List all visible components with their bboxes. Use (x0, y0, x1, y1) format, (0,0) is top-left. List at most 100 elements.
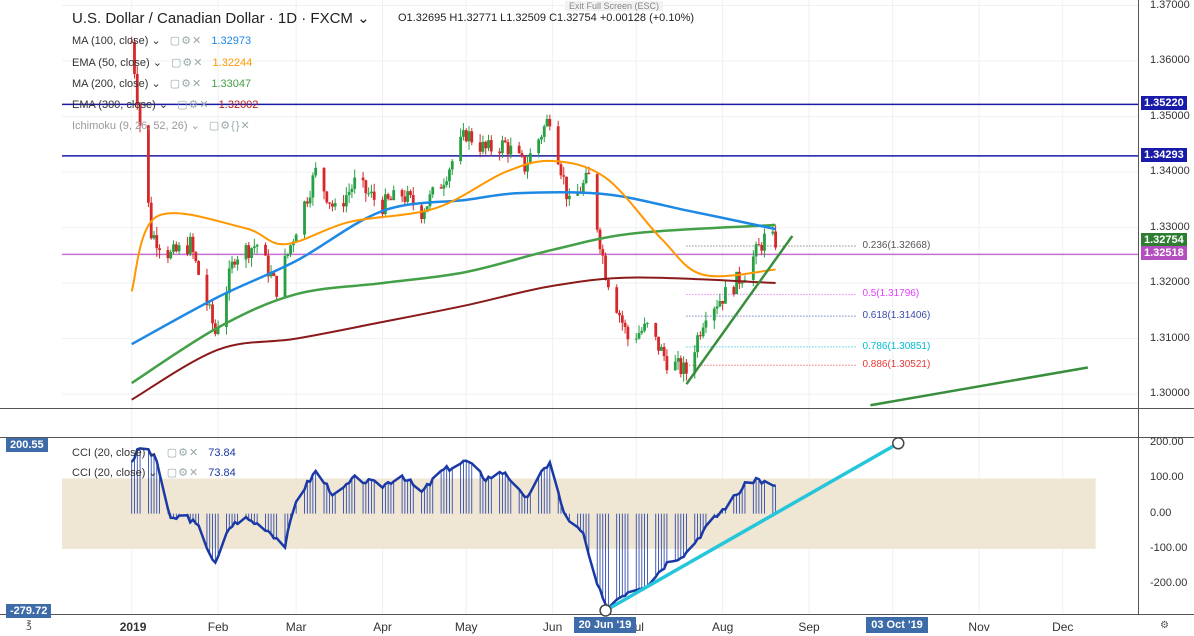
candle-body (581, 183, 585, 194)
candle-body (626, 326, 630, 340)
indicator-label: MA (200, close) (72, 78, 149, 90)
cci-trendline-handle-start[interactable] (599, 604, 612, 617)
candle-body (601, 249, 605, 256)
price-badge: 1.32754 (1141, 233, 1187, 248)
time-axis-label: Sep (798, 620, 820, 634)
chevron-down-icon[interactable]: ⌄ (148, 467, 158, 479)
indicator-label: Ichimoku (9, 26, 52, 26) (72, 120, 188, 132)
indicator-value: 73.84 (208, 467, 236, 479)
candle-body (576, 192, 580, 196)
indicator-value: 1.32973 (211, 35, 252, 47)
candle-body (330, 203, 334, 207)
indicator-action-icons[interactable]: ▢⚙✕ (169, 78, 203, 90)
candle-body (637, 333, 641, 339)
candle-body (693, 352, 697, 374)
time-axis-badge: 20 Jun '19 (573, 617, 637, 633)
cci-histogram (131, 448, 777, 608)
indicator-label: MA (100, close) (72, 35, 149, 47)
candle-body (147, 125, 150, 203)
candle-body (701, 327, 705, 337)
indicator-ema50[interactable]: EMA (50, close) ⌄ ▢⚙✕ 1.32244 (72, 56, 252, 69)
candle-body (654, 323, 658, 337)
time-axis-label: Dec (1052, 620, 1074, 634)
candle-body (737, 271, 741, 284)
indicator-action-icons[interactable]: ▢⚙{}✕ (208, 120, 251, 132)
candle-body (620, 315, 624, 323)
indicator-ma100[interactable]: MA (100, close) ⌄ ▢⚙✕ 1.32973 (72, 34, 251, 47)
price-badge: 1.32518 (1141, 246, 1187, 261)
fibonacci-label: 0.886(1.30521) (862, 359, 931, 371)
fibonacci-label: 0.786(1.30851) (862, 340, 931, 352)
indicator-label: EMA (300, close) (72, 99, 156, 111)
indicator-ma200[interactable]: MA (200, close) ⌄ ▢⚙✕ 1.33047 (72, 77, 251, 90)
trendline (685, 235, 794, 385)
indicator-value: 1.32002 (218, 99, 259, 111)
cci-tick-label: -200.00 (1150, 577, 1188, 590)
ema300-line (131, 276, 776, 401)
candle-body (754, 244, 758, 257)
candle-body (657, 336, 660, 351)
indicator-value: 1.32244 (212, 57, 253, 69)
candle-body (266, 255, 270, 277)
indicator-cci-1[interactable]: CCI (20, close) ⌄ ▢⚙✕ 73.84 (72, 446, 236, 459)
indicator-action-icons[interactable]: ▢⚙✕ (166, 447, 200, 459)
candle-body (584, 172, 588, 184)
candle-body (506, 142, 510, 155)
candle-body (556, 126, 560, 165)
indicator-action-icons[interactable]: ▢⚙✕ (177, 99, 210, 111)
price-tick-label: 1.36000 (1150, 54, 1190, 67)
chevron-down-icon[interactable]: ⌄ (148, 447, 158, 459)
chevron-down-icon[interactable]: ⌄ (152, 57, 162, 69)
indicator-action-icons[interactable]: ▢⚙✕ (169, 35, 203, 47)
ohlc-readout: O1.32695 H1.32771 L1.32509 C1.32754 +0.0… (398, 12, 695, 24)
candle-body (757, 244, 761, 246)
indicator-action-icons[interactable]: ▢⚙✕ (170, 57, 204, 69)
candle-body (353, 177, 357, 189)
candle-body (135, 73, 139, 105)
candle-body (431, 187, 435, 195)
chevron-down-icon[interactable]: ⌄ (190, 120, 200, 132)
chevron-down-icon[interactable]: ⌄ (357, 10, 370, 27)
candle-body (509, 145, 513, 155)
symbol-title[interactable]: U.S. Dollar / Canadian Dollar · 1D · FXC… (72, 9, 370, 27)
candle-body (255, 244, 259, 247)
candle-body (450, 161, 454, 170)
candle-body (559, 164, 563, 176)
ma100-line (131, 191, 776, 346)
cci-trendline[interactable] (604, 441, 900, 612)
candle-body (501, 140, 504, 154)
indicator-ema300[interactable]: EMA (300, close) ⌄ ▢⚙✕ 1.32002 (72, 98, 258, 111)
candle-body (481, 141, 485, 152)
candle-body (244, 245, 248, 260)
indicator-cci-2[interactable]: CCI (20, close) ⌄ ▢⚙✕ 73.84 (72, 466, 236, 479)
cci-trendline-handle[interactable] (892, 437, 905, 450)
candle-body (662, 346, 666, 357)
candle-body (545, 118, 549, 127)
candle-body (155, 235, 159, 249)
indicator-action-icons[interactable]: ▢⚙✕ (166, 467, 200, 479)
time-axis-label: May (454, 620, 478, 634)
zoom-icon[interactable]: ℥ (26, 620, 32, 631)
candle-body (191, 236, 195, 253)
candle-body (428, 194, 432, 207)
candle-body (567, 195, 571, 200)
candle-body (732, 287, 736, 295)
chevron-down-icon[interactable]: ⌄ (151, 35, 161, 47)
candle-body (704, 320, 708, 328)
candle-body (464, 130, 468, 142)
exit-full-screen-button[interactable]: Exit Full Screen (ESC) (565, 1, 664, 11)
chart-title: U.S. Dollar / Canadian Dollar · 1D · FXC… (72, 10, 353, 27)
chevron-down-icon[interactable]: ⌄ (151, 78, 161, 90)
indicator-ichimoku[interactable]: Ichimoku (9, 26, 52, 26) ⌄ ▢⚙{}✕ (72, 119, 251, 132)
time-axis-label: Jun (542, 620, 563, 634)
candle-body (364, 180, 368, 194)
chevron-down-icon[interactable]: ⌄ (158, 99, 169, 111)
gear-icon[interactable]: ⚙ (1160, 620, 1169, 631)
candle-body (763, 233, 766, 251)
time-axis-label: Apr (373, 620, 392, 634)
horizontal-grid (62, 5, 1138, 395)
candle-body (247, 245, 251, 258)
candle-body (771, 231, 775, 234)
candle-body (478, 142, 482, 152)
